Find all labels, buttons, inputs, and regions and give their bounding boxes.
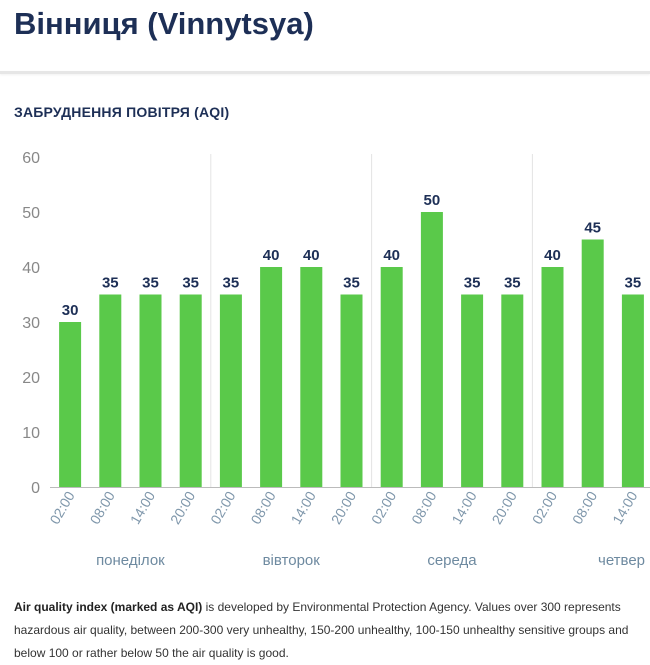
bar-value-label: 35 bbox=[464, 275, 481, 292]
footnote-text: is developed by Environmental Protection… bbox=[14, 600, 629, 660]
x-tick-label: 08:00 bbox=[408, 488, 439, 527]
bar-value-label: 45 bbox=[584, 220, 601, 237]
bar-value-label: 50 bbox=[424, 192, 441, 209]
bar-value-label: 40 bbox=[303, 247, 320, 264]
x-tick-label: 02:00 bbox=[368, 488, 399, 527]
bar bbox=[340, 294, 363, 487]
x-tick-label: 14:00 bbox=[448, 488, 479, 527]
x-tick-label: 02:00 bbox=[529, 488, 560, 527]
bar-value-label: 40 bbox=[544, 247, 561, 264]
x-tick-label: 14:00 bbox=[127, 488, 158, 527]
x-tick-label: 08:00 bbox=[247, 488, 278, 527]
bar-value-label: 35 bbox=[182, 275, 199, 292]
bar bbox=[621, 294, 644, 487]
x-tick-label: 20:00 bbox=[167, 488, 198, 527]
bar-value-label: 35 bbox=[142, 275, 159, 292]
bar bbox=[300, 267, 323, 487]
y-tick-label: 10 bbox=[22, 425, 40, 442]
bar-value-label: 35 bbox=[625, 275, 642, 292]
bar-value-label: 40 bbox=[263, 247, 280, 264]
aqi-bar-chart: 0 10 20 30 40 50 60 30 35 35 35 35 40 40 35 40 50 35 35 40 4… bbox=[22, 150, 650, 569]
bar-value-label: 30 bbox=[62, 302, 79, 319]
x-tick-label: 14:00 bbox=[288, 488, 319, 527]
bar bbox=[219, 294, 242, 487]
day-label: четвер bbox=[598, 552, 645, 569]
x-tick-label: 08:00 bbox=[87, 488, 118, 527]
bar-value-label: 35 bbox=[504, 275, 521, 292]
bar-value-label: 40 bbox=[383, 247, 400, 264]
bar-value-label: 35 bbox=[102, 275, 119, 292]
section-title: ЗАБРУДНЕННЯ ПОВІТРЯ (AQI) bbox=[14, 104, 230, 120]
bar bbox=[461, 294, 484, 487]
bar-value-label: 35 bbox=[343, 275, 360, 292]
day-label: вівторок bbox=[263, 552, 321, 569]
aqi-footnote: Air quality index (marked as AQI) is dev… bbox=[14, 596, 646, 665]
header-divider bbox=[0, 71, 650, 74]
bar bbox=[139, 294, 162, 487]
bar bbox=[99, 294, 122, 487]
footnote-bold: Air quality index (marked as AQI) bbox=[14, 600, 203, 614]
bar bbox=[501, 294, 524, 487]
bar bbox=[59, 322, 82, 487]
y-tick-label: 60 bbox=[22, 150, 40, 167]
bar bbox=[581, 239, 604, 487]
day-label: середа bbox=[427, 552, 477, 569]
x-tick-label: 20:00 bbox=[489, 488, 520, 527]
y-tick-label: 20 bbox=[22, 370, 40, 387]
x-tick-label: 20:00 bbox=[328, 488, 359, 527]
y-tick-label: 0 bbox=[31, 480, 40, 497]
bar bbox=[541, 267, 564, 487]
bar bbox=[179, 294, 202, 487]
x-tick-label: 08:00 bbox=[569, 488, 600, 527]
bar bbox=[260, 267, 283, 487]
x-tick-label: 14:00 bbox=[609, 488, 640, 527]
bar bbox=[420, 212, 443, 487]
day-label: понеділок bbox=[96, 552, 165, 569]
bar-value-label: 35 bbox=[223, 275, 240, 292]
y-tick-label: 50 bbox=[22, 205, 40, 222]
x-tick-label: 02:00 bbox=[207, 488, 238, 527]
y-tick-label: 30 bbox=[22, 315, 40, 332]
x-tick-label: 02:00 bbox=[46, 488, 77, 527]
page-title: Вінниця (Vinnytsya) bbox=[14, 6, 314, 41]
y-tick-label: 40 bbox=[22, 260, 40, 277]
bar bbox=[380, 267, 403, 487]
